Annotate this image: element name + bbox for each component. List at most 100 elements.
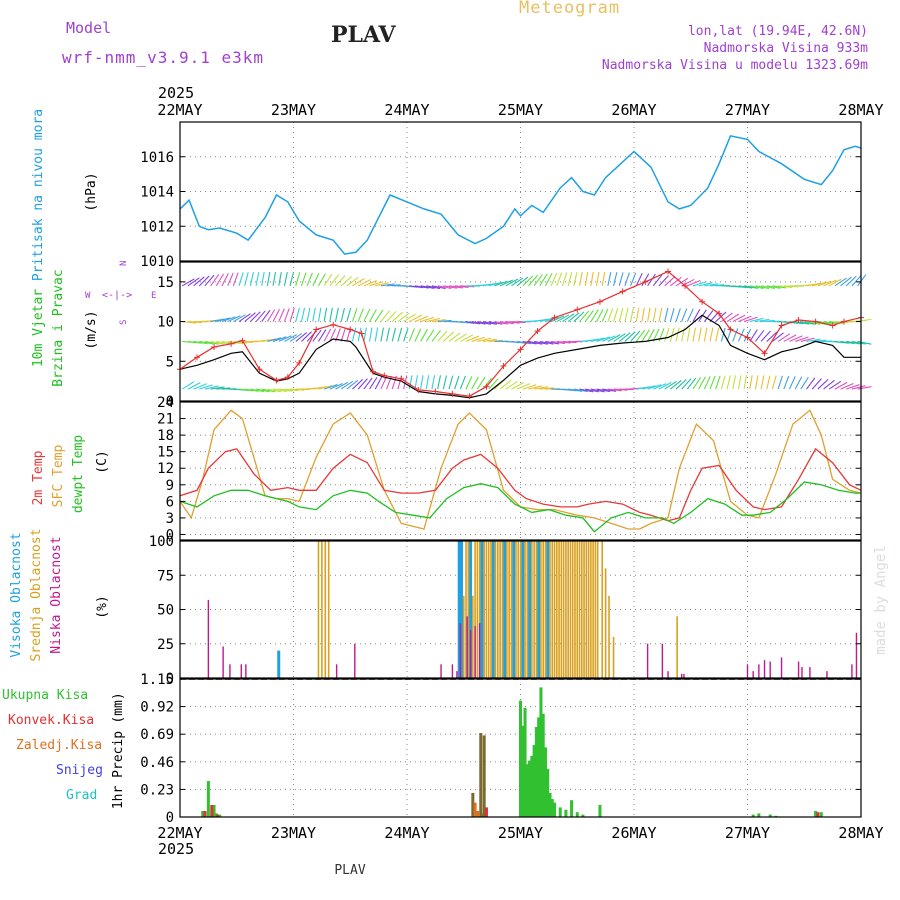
wind-barb: [312, 272, 320, 287]
wind-barb: [426, 285, 441, 290]
wind-barb: [823, 379, 835, 390]
wind-barb: [635, 307, 640, 322]
total-rain-bar: [548, 793, 552, 817]
year-top: 2025: [158, 84, 194, 102]
wind-barb: [567, 312, 580, 322]
wind-barb: [346, 379, 359, 390]
wind-barb: [261, 309, 271, 322]
wind-barb: [550, 315, 565, 323]
total-rain-bar: [537, 717, 541, 817]
wind-barb: [709, 327, 714, 342]
gust-marker: [795, 316, 802, 323]
wind-barb: [414, 315, 429, 323]
y-tick-label: 15: [157, 445, 174, 461]
conv-rain-bar: [215, 814, 219, 817]
wind-barb: [488, 378, 499, 390]
wind-barb: [289, 308, 295, 322]
wind-barb: [806, 377, 816, 390]
wind-barb: [187, 340, 202, 344]
wind-barb: [499, 321, 514, 325]
total-rain-bar: [523, 707, 527, 817]
wind-barb: [845, 275, 857, 287]
total-rain-bar: [575, 812, 579, 817]
y-tick-label: 6: [166, 494, 174, 510]
wind-barb: [255, 310, 266, 322]
wind-barb: [567, 272, 573, 286]
wind-barb: [352, 379, 364, 390]
wind-barb: [641, 329, 650, 342]
wind-barb: [653, 383, 667, 390]
wind-barb: [289, 272, 294, 286]
wind-barb: [420, 285, 435, 289]
wind-barb: [647, 273, 656, 287]
wind-barb: [522, 340, 537, 345]
x-tick-bottom-22MAY: 22MAY: [157, 824, 202, 842]
wind-barb: [210, 274, 220, 287]
wind-barb: [596, 388, 611, 393]
wind-barb: [306, 272, 313, 287]
precip-axis-name: 1hr Precip: [111, 731, 126, 809]
wind-barb: [726, 313, 740, 323]
y-tick-label: 1012: [140, 219, 174, 235]
wind-barb: [221, 316, 236, 323]
wind-barb: [312, 329, 322, 342]
wind-barb: [568, 388, 583, 392]
wind-barb: [857, 340, 872, 345]
wind-barb: [641, 385, 656, 390]
wind-barb: [511, 277, 524, 287]
total-rain-bar: [814, 811, 818, 817]
wind-barb: [846, 340, 861, 345]
y-tick-label: 5: [166, 354, 174, 370]
pressure-units: (hPa): [84, 172, 99, 211]
gust-marker: [211, 343, 218, 350]
total-rain-bar: [539, 687, 543, 817]
gust-marker: [273, 377, 280, 384]
wind-barb: [681, 378, 692, 390]
gust-marker: [398, 375, 405, 382]
wind-barb: [363, 280, 378, 287]
wind-barb: [431, 330, 441, 342]
wind-barb: [477, 337, 492, 342]
wind-barb: [318, 385, 333, 390]
wind-barb: [233, 340, 248, 344]
wind-barb: [556, 272, 563, 287]
wind-barb: [499, 279, 514, 287]
wind-barb: [391, 311, 404, 322]
wind-barb: [647, 384, 662, 390]
wind-barb: [590, 271, 594, 286]
wind-barb: [193, 383, 207, 390]
legend-total-rain: Ukupna Kisa: [2, 688, 88, 703]
wind-barb: [369, 309, 377, 322]
gust-marker: [296, 359, 303, 366]
wind-barb: [528, 274, 539, 287]
freezing-rain-bar: [473, 802, 477, 817]
wind-barb: [573, 388, 588, 393]
wind-barb: [561, 272, 568, 286]
wind-barb: [261, 271, 265, 286]
wind-barb: [340, 276, 352, 287]
pressure-axis-name: Pritisak na nivou mora: [31, 109, 46, 281]
wind-barb: [363, 308, 371, 322]
wind-barb: [465, 321, 480, 325]
wind-barb: [505, 321, 520, 324]
total-rain-bar: [757, 813, 761, 817]
wind-barb: [460, 334, 474, 342]
wind-barb: [346, 307, 352, 322]
wind-barb: [800, 376, 809, 390]
conv-rain-bar: [482, 735, 486, 817]
gust-marker: [313, 326, 320, 333]
wind-barb: [777, 333, 791, 342]
total-rain-bar: [553, 802, 557, 817]
wind-barb: [596, 308, 604, 322]
wind-barb: [778, 285, 793, 289]
wind-barb: [329, 274, 339, 287]
wind-barb: [596, 271, 600, 286]
wind-barb: [374, 376, 383, 390]
wind-barb: [635, 272, 643, 287]
wind-barb: [579, 388, 594, 393]
wind-barb: [284, 334, 297, 342]
wind-barb: [761, 319, 776, 323]
wind-barb: [703, 327, 708, 342]
total-rain-bar: [570, 800, 574, 817]
